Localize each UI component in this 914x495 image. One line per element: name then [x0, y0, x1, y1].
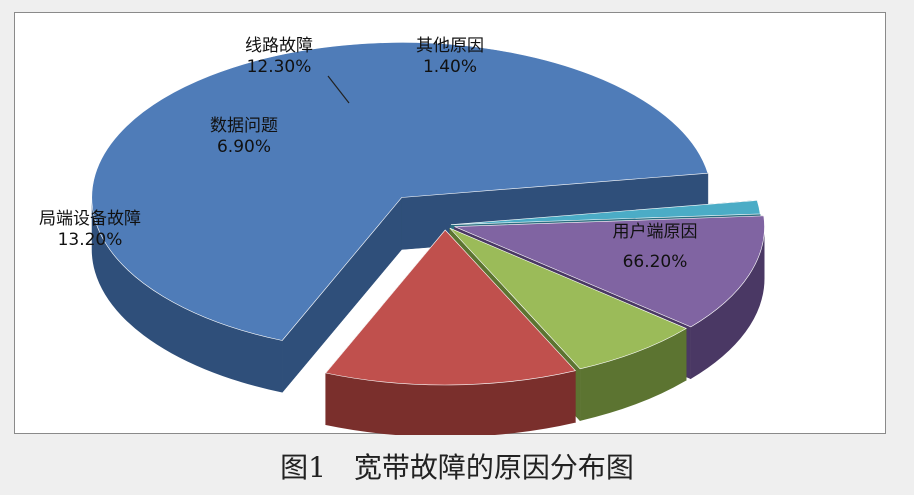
pie-slice-1 — [325, 229, 576, 386]
slice-value-label-2: 6.90% — [217, 137, 271, 157]
pie-slice-3 — [454, 215, 765, 328]
slice-name-label-2: 数据问题 — [210, 116, 278, 136]
pie-slice-4 — [450, 200, 761, 225]
pie-tops — [91, 42, 765, 386]
leader-line-3 — [327, 75, 350, 104]
slice-name-label-4: 其他原因 — [416, 36, 484, 56]
slice-value-label-4: 1.40% — [423, 57, 477, 77]
slice-name-label-0: 用户端原因 — [613, 222, 698, 242]
pie-slice-2 — [449, 227, 687, 370]
slice-value-label-1: 13.20% — [58, 230, 123, 250]
slice-name-label-1: 局端设备故障 — [39, 209, 141, 229]
slice-side-1-0 — [325, 370, 576, 435]
figure-caption: 图1 宽带故障的原因分布图 — [280, 451, 634, 484]
slice-name-label-3: 线路故障 — [245, 36, 313, 56]
slice-side-0-0 — [91, 197, 283, 393]
chart-area: 用户端原因 66.20% 局端设备故障 13.20% 数据问题 6.90% 线路故障 12.3… — [14, 12, 886, 435]
slice-value-label-0: 66.20% — [623, 252, 688, 272]
slice-value-label-3: 12.30% — [247, 57, 312, 77]
slice-side-3-0 — [690, 226, 765, 379]
slice-side-2-0 — [580, 328, 687, 421]
pie-slice-0 — [91, 42, 709, 341]
